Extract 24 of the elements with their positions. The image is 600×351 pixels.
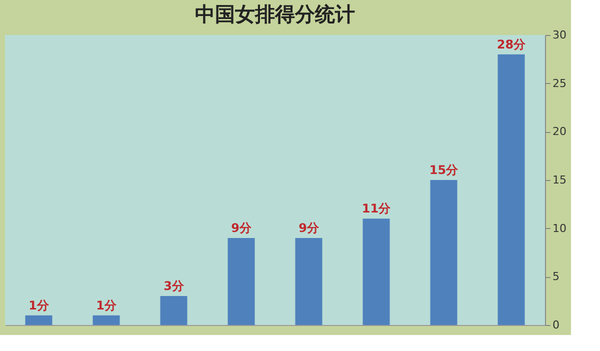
bar: [295, 238, 322, 325]
y-tick-label: 20: [552, 125, 566, 138]
chart-title: 中国女排得分统计: [195, 2, 355, 26]
y-tick-label: 10: [552, 222, 566, 235]
y-tick-label: 0: [552, 318, 560, 332]
data-label: 9分: [231, 221, 252, 235]
data-label: 3分: [164, 279, 185, 293]
bar: [92, 315, 120, 325]
data-label: 1分: [96, 298, 118, 312]
y-tick-label: 25: [552, 76, 566, 90]
data-label: 9分: [298, 221, 320, 235]
bar: [498, 54, 525, 325]
data-label: 28分: [496, 37, 527, 52]
y-tick-label: 30: [552, 28, 566, 42]
bar: [362, 218, 390, 325]
data-label: 15分: [429, 163, 460, 177]
bar: [228, 238, 255, 325]
bar: [160, 296, 188, 325]
bar: [25, 315, 52, 325]
y-tick-label: 5: [552, 270, 560, 284]
bar: [430, 180, 458, 325]
data-label: 11分: [362, 202, 392, 216]
data-label: 1分: [28, 298, 50, 312]
y-tick-label: 15: [552, 174, 566, 186]
